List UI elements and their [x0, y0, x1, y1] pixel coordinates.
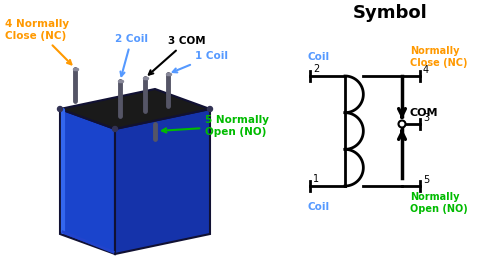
Text: Normally
Close (NC): Normally Close (NC): [410, 46, 468, 68]
Polygon shape: [115, 109, 210, 254]
Polygon shape: [60, 89, 210, 129]
Text: 1: 1: [313, 174, 319, 184]
Text: 4 Normally
Close (NC): 4 Normally Close (NC): [5, 19, 71, 64]
Text: Coil: Coil: [308, 52, 330, 62]
Text: 4: 4: [423, 65, 429, 75]
Polygon shape: [60, 109, 115, 254]
Circle shape: [58, 106, 62, 111]
Text: 3: 3: [423, 113, 429, 123]
Text: 2 Coil: 2 Coil: [115, 34, 148, 76]
Text: COM: COM: [410, 108, 438, 118]
Circle shape: [112, 126, 117, 131]
Text: 2: 2: [313, 64, 320, 74]
Text: Normally
Open (NO): Normally Open (NO): [410, 192, 468, 214]
Text: Symbol: Symbol: [352, 4, 428, 22]
Circle shape: [208, 106, 212, 111]
Text: 1 Coil: 1 Coil: [172, 51, 228, 72]
Text: 3 COM: 3 COM: [149, 36, 206, 75]
Text: 5: 5: [423, 175, 429, 185]
Circle shape: [398, 120, 406, 128]
Text: 5 Normally
Open (NO): 5 Normally Open (NO): [162, 115, 269, 137]
Text: Coil: Coil: [308, 202, 330, 212]
